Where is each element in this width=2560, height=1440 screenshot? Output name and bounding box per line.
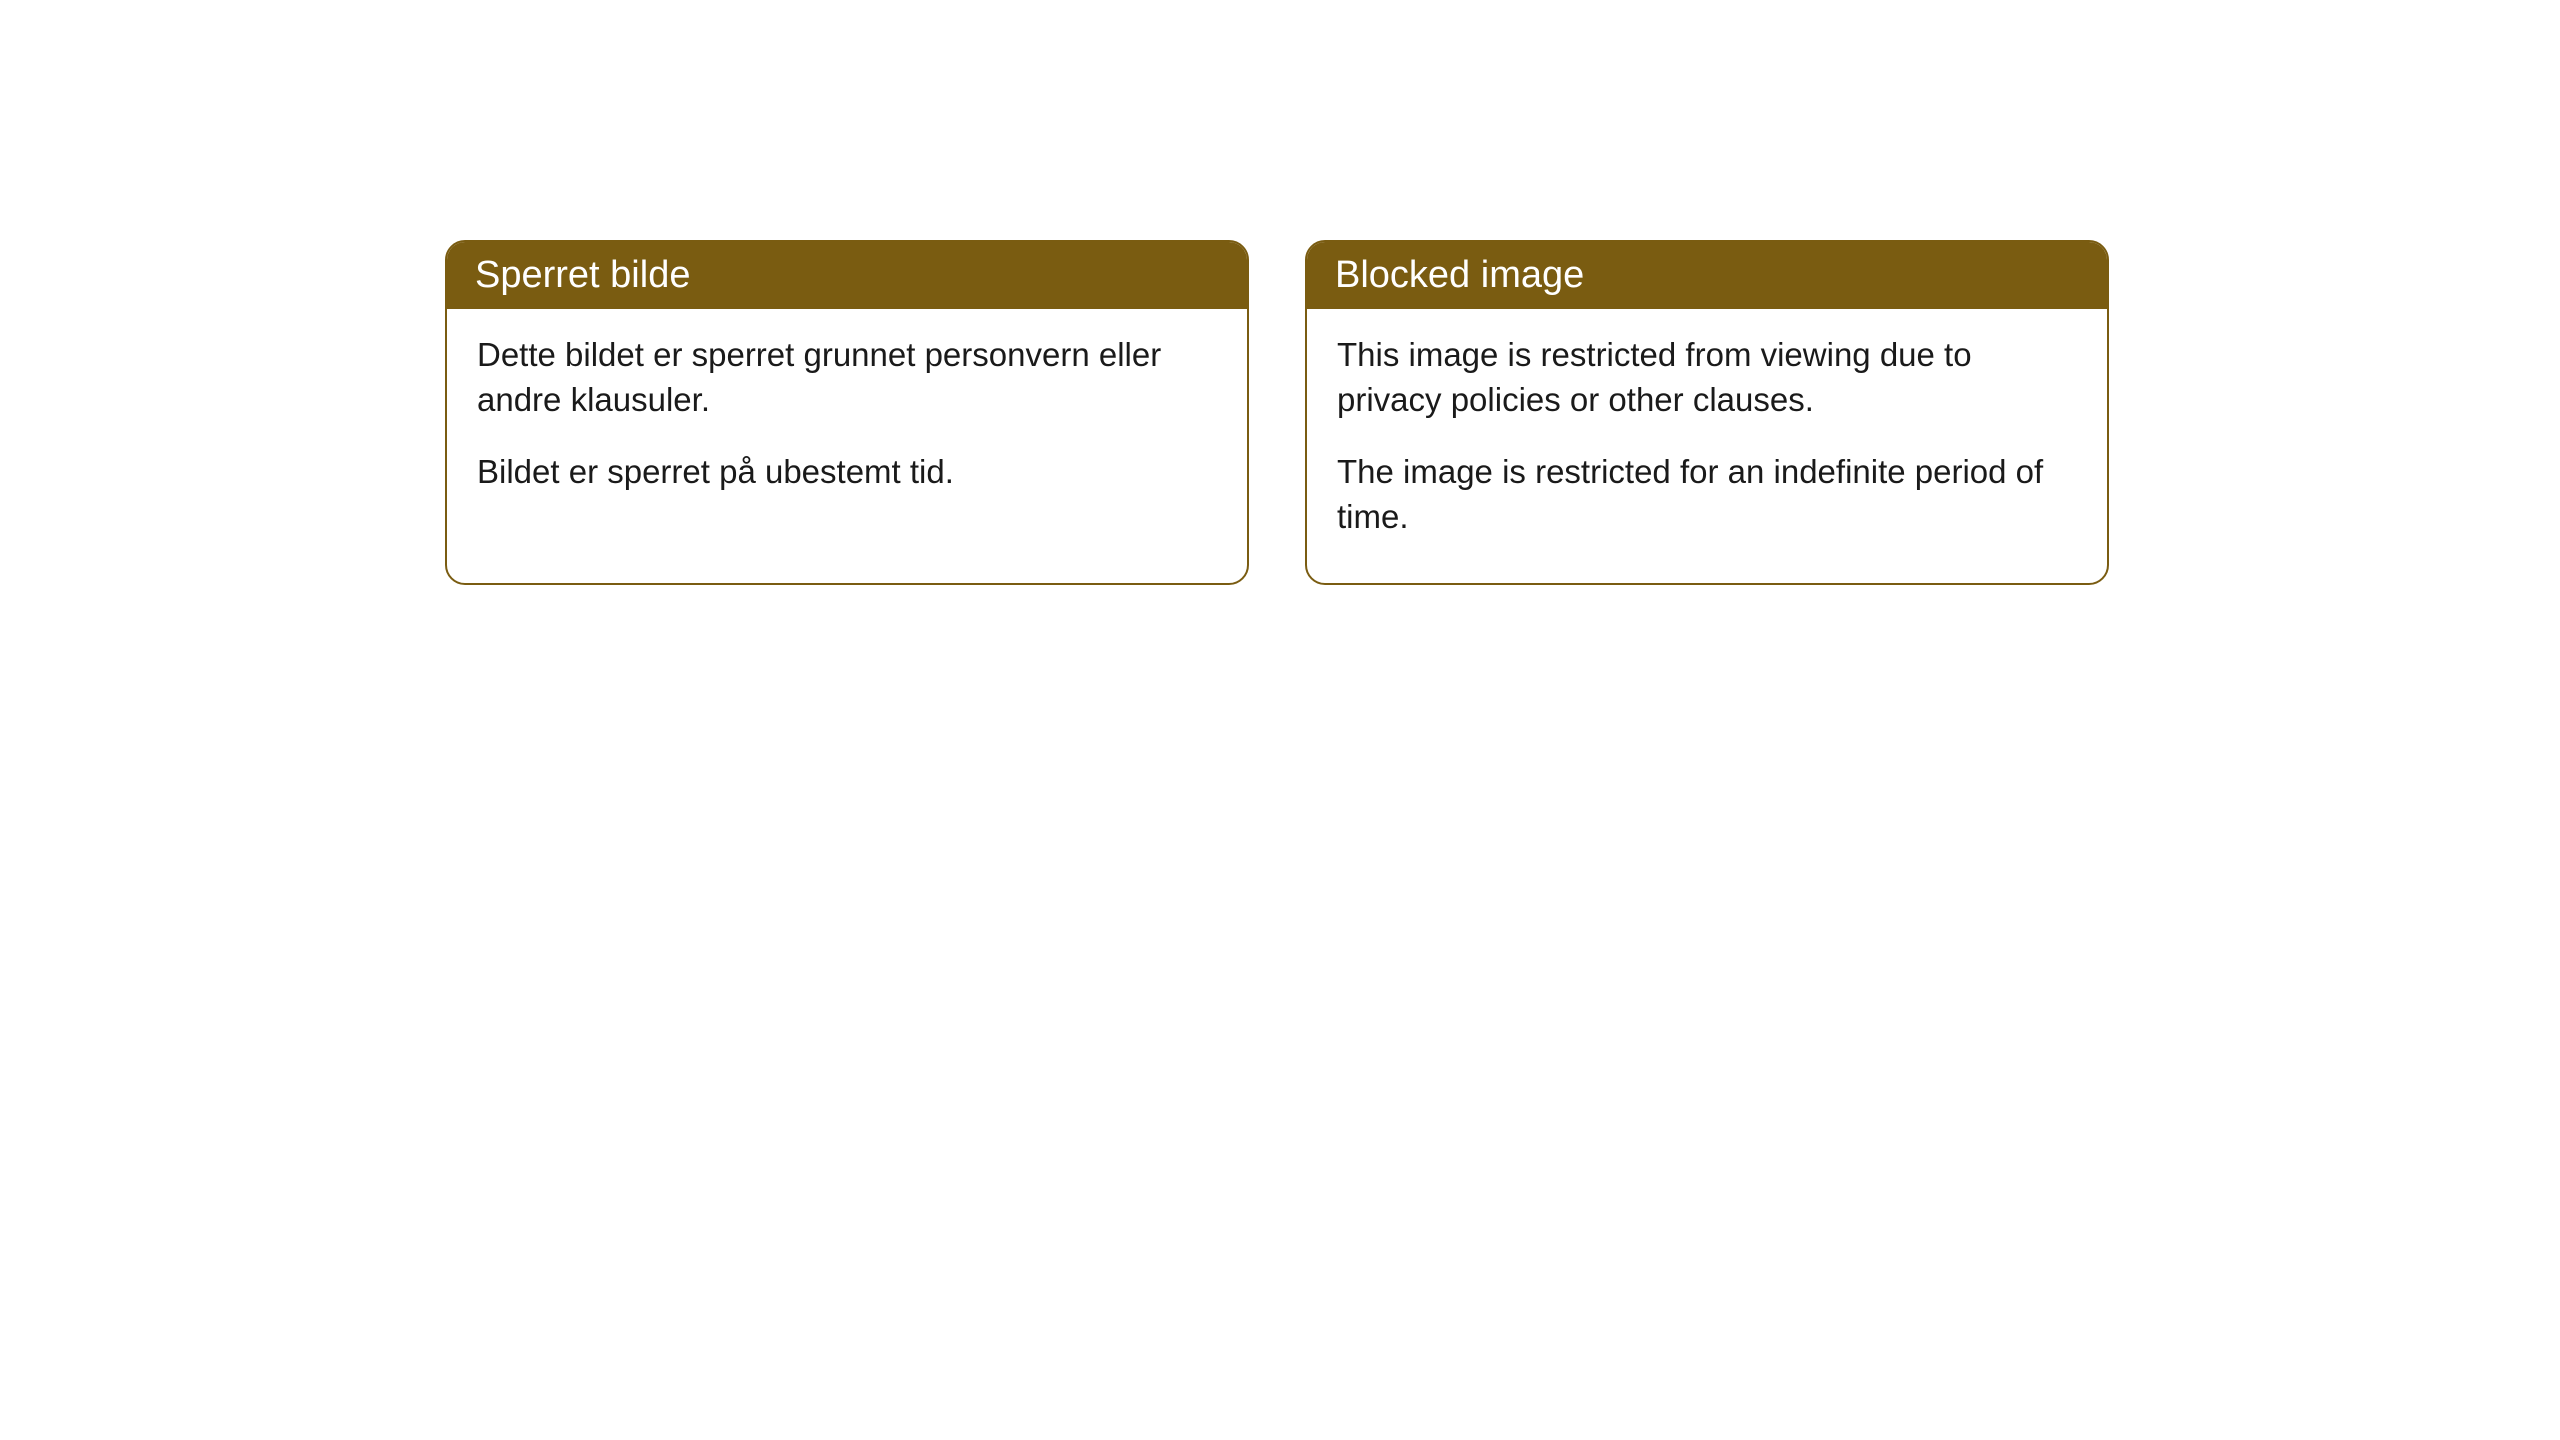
card-body-en: This image is restricted from viewing du… <box>1307 309 2107 583</box>
card-body-no: Dette bildet er sperret grunnet personve… <box>447 309 1247 539</box>
card-body-text-1-no: Dette bildet er sperret grunnet personve… <box>477 333 1217 422</box>
blocked-image-card-en: Blocked image This image is restricted f… <box>1305 240 2109 585</box>
card-body-text-2-no: Bildet er sperret på ubestemt tid. <box>477 450 1217 495</box>
blocked-image-card-no: Sperret bilde Dette bildet er sperret gr… <box>445 240 1249 585</box>
cards-container: Sperret bilde Dette bildet er sperret gr… <box>445 240 2560 585</box>
card-body-text-1-en: This image is restricted from viewing du… <box>1337 333 2077 422</box>
card-header-en: Blocked image <box>1307 242 2107 309</box>
card-header-no: Sperret bilde <box>447 242 1247 309</box>
card-body-text-2-en: The image is restricted for an indefinit… <box>1337 450 2077 539</box>
